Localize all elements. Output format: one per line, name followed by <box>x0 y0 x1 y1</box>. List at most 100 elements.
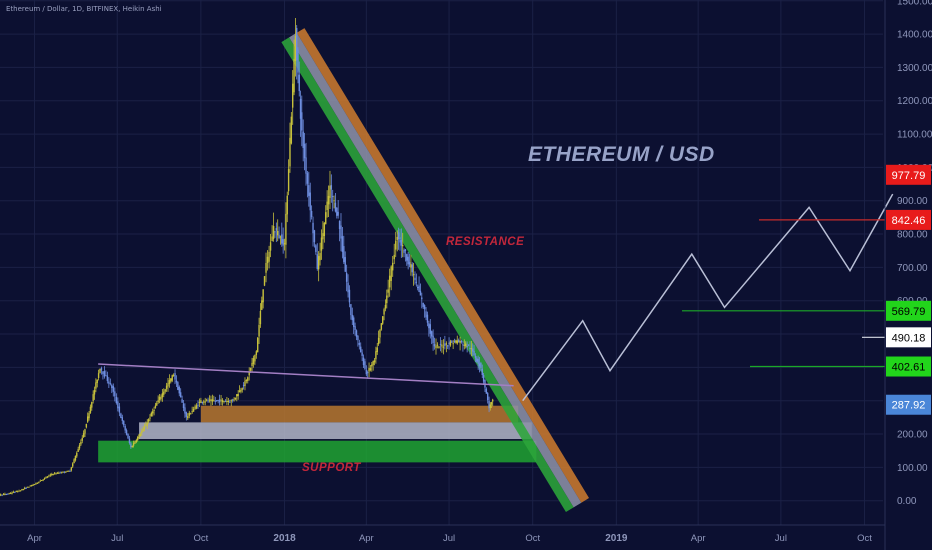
candle-body <box>265 262 267 273</box>
candle-body <box>460 341 463 343</box>
candle-body <box>123 420 125 426</box>
candle-body <box>428 323 430 329</box>
price-badge <box>886 209 931 230</box>
support-zone-orange <box>200 405 519 423</box>
candle-body <box>131 445 133 448</box>
candle-body <box>329 185 331 198</box>
candle-body <box>373 360 376 363</box>
candle-body <box>387 289 389 293</box>
price-badge <box>886 356 931 377</box>
candle-body <box>153 409 155 411</box>
candle-body <box>298 74 300 92</box>
resistance-stripe-green <box>281 37 574 513</box>
candle-body <box>422 302 424 307</box>
candle-body <box>99 368 101 373</box>
candle-body <box>306 173 309 184</box>
candle-body <box>287 169 290 192</box>
candle-body <box>445 343 448 345</box>
candle-body <box>207 400 209 402</box>
y-tick-label: 1400.00 <box>897 30 932 41</box>
candle-body <box>134 441 136 444</box>
candle-body <box>234 397 237 400</box>
candle-body <box>397 232 400 240</box>
candle-body <box>39 480 41 482</box>
candle-body <box>29 485 32 487</box>
resistance-stripe-grey <box>289 32 582 508</box>
candle-body <box>203 401 205 403</box>
candle-body <box>473 350 475 355</box>
candle-body <box>187 416 189 419</box>
candle-body <box>226 400 228 402</box>
candle-body <box>408 262 411 265</box>
candle-body <box>154 405 157 408</box>
candle-body <box>204 401 206 403</box>
candle-body <box>85 423 88 428</box>
candle-body <box>76 452 78 457</box>
candle-body <box>285 213 287 245</box>
candle-body <box>58 472 60 474</box>
candle-body <box>35 482 37 484</box>
candle-body <box>347 282 349 293</box>
candle-body <box>432 335 434 344</box>
candle-body <box>252 358 255 364</box>
y-tick-label: 900.00 <box>897 196 928 207</box>
candle-body <box>380 323 383 330</box>
candle-body <box>293 58 295 93</box>
candle-body <box>172 375 175 377</box>
candle-body <box>488 400 490 409</box>
candle-body <box>32 484 34 486</box>
candle-body <box>145 425 147 427</box>
candle-body <box>67 470 70 472</box>
candle-body <box>382 316 384 324</box>
candle-body <box>266 256 269 264</box>
candle-body <box>470 348 473 350</box>
candle-body <box>292 83 294 108</box>
candle-body <box>55 473 57 475</box>
candle-body <box>278 234 280 239</box>
resistance-label: RESISTANCE <box>446 236 525 248</box>
candle-body <box>224 401 227 403</box>
price-badge-label: 977.79 <box>892 170 926 182</box>
candle-body <box>8 493 10 495</box>
candle-body <box>490 402 493 405</box>
candle-body <box>258 324 260 337</box>
candle-body <box>53 473 56 475</box>
candle-body <box>181 399 183 403</box>
candle-body <box>105 375 107 377</box>
candle-body <box>289 137 291 167</box>
candle-body <box>357 335 359 341</box>
candle-body <box>221 399 224 403</box>
price-badge <box>886 394 931 415</box>
candle-body <box>333 200 335 202</box>
candle-body <box>407 256 409 265</box>
candle-body <box>367 372 369 374</box>
candle-body <box>93 389 96 395</box>
candle-body <box>322 233 324 240</box>
candle-body <box>326 201 328 210</box>
candle-body <box>185 412 188 417</box>
candle-body <box>88 413 90 419</box>
candle-body <box>43 477 46 479</box>
candle-body <box>208 399 211 401</box>
candle-body <box>63 471 66 473</box>
candle-body <box>31 485 33 487</box>
candle-body <box>352 317 355 327</box>
y-tick-label: 1200.00 <box>897 96 932 107</box>
candle-body <box>425 311 427 318</box>
candle-body <box>197 404 199 406</box>
candle-body <box>319 253 321 261</box>
candle-body <box>227 400 230 403</box>
candle-body <box>275 228 278 231</box>
candle-body <box>400 240 403 246</box>
candle-body <box>69 470 71 472</box>
x-tick-label: Jul <box>111 533 123 544</box>
candle-body <box>372 360 374 365</box>
candle-body <box>429 324 431 334</box>
candle-body <box>467 344 470 346</box>
candle-body <box>18 490 20 492</box>
candle-body <box>230 400 232 402</box>
candle-body <box>388 275 391 288</box>
candle-body <box>442 346 445 348</box>
candle-body <box>66 470 68 472</box>
candle-body <box>73 459 75 464</box>
